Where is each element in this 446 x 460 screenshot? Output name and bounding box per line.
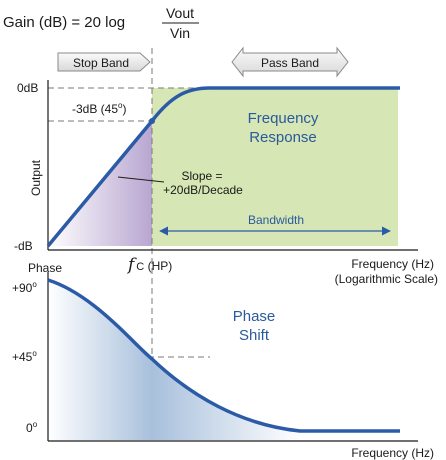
formula-lhs: Gain (dB) = 20 log xyxy=(3,14,125,31)
cutoff-point-label: -3dB (45o) xyxy=(72,101,126,116)
phase-tick-0: 0o xyxy=(26,420,38,435)
y-tick-0db: 0dB xyxy=(17,81,38,95)
slope-label-line2: +20dB/Decade xyxy=(163,183,243,197)
cutoff-symbol: f xyxy=(126,255,137,275)
slope-label-line1: Slope = xyxy=(181,169,222,183)
cutoff-suffix: (HP) xyxy=(144,259,172,273)
phase-shift-title-line1: Phase xyxy=(233,308,276,325)
phase-x-axis-label: Frequency (Hz) xyxy=(351,446,434,460)
cutoff-point-close: ) xyxy=(122,102,126,116)
y-axis-label-output: Output xyxy=(29,159,43,196)
phase-tick-90-degree: o xyxy=(32,280,37,289)
x-axis-label-line1: Frequency (Hz) xyxy=(351,257,434,271)
cutoff-subscript: C xyxy=(136,261,144,273)
bandwidth-label: Bandwidth xyxy=(248,213,304,227)
stop-band-label: Stop Band xyxy=(73,56,129,70)
frequency-response-title-line1: Frequency xyxy=(248,110,319,127)
y-tick-minus-db: -dB xyxy=(14,239,33,253)
cutoff-point-degree: o xyxy=(118,101,123,110)
formula-denominator: Vin xyxy=(170,25,190,41)
phase-fill-left xyxy=(48,280,152,440)
cutoff-point-text: -3dB (45 xyxy=(72,102,118,116)
pass-band-region xyxy=(152,88,398,246)
pass-band-label: Pass Band xyxy=(261,56,319,70)
phase-fill-right xyxy=(152,359,300,440)
stop-band-arrow: Stop Band xyxy=(57,52,151,72)
phase-tick-0-text: 0 xyxy=(26,421,33,435)
phase-tick-0-degree: o xyxy=(33,420,38,429)
phase-tick-90-text: +90 xyxy=(12,281,33,295)
phase-axes xyxy=(47,272,418,442)
phase-tick-45-text: +45 xyxy=(12,350,33,364)
phase-tick-45-degree: o xyxy=(32,349,37,358)
cutoff-point-marker xyxy=(149,118,155,124)
phase-tick-45: +45o xyxy=(12,349,37,364)
x-axis-label-line2: (Logarithmic Scale) xyxy=(335,272,438,286)
gain-formula: Gain (dB) = 20 log Vout Vin xyxy=(3,5,199,41)
slope-pointer xyxy=(117,176,165,183)
gain-axes xyxy=(47,80,418,251)
pass-band-arrow: Pass Band xyxy=(231,46,349,78)
phase-shift-curve xyxy=(47,278,400,433)
phase-axis-label: Phase xyxy=(28,261,62,275)
formula-numerator: Vout xyxy=(166,5,194,21)
phase-shift-title-line2: Shift xyxy=(239,327,270,344)
phase-tick-90: +90o xyxy=(12,280,37,295)
frequency-response-title-line2: Response xyxy=(249,129,317,146)
